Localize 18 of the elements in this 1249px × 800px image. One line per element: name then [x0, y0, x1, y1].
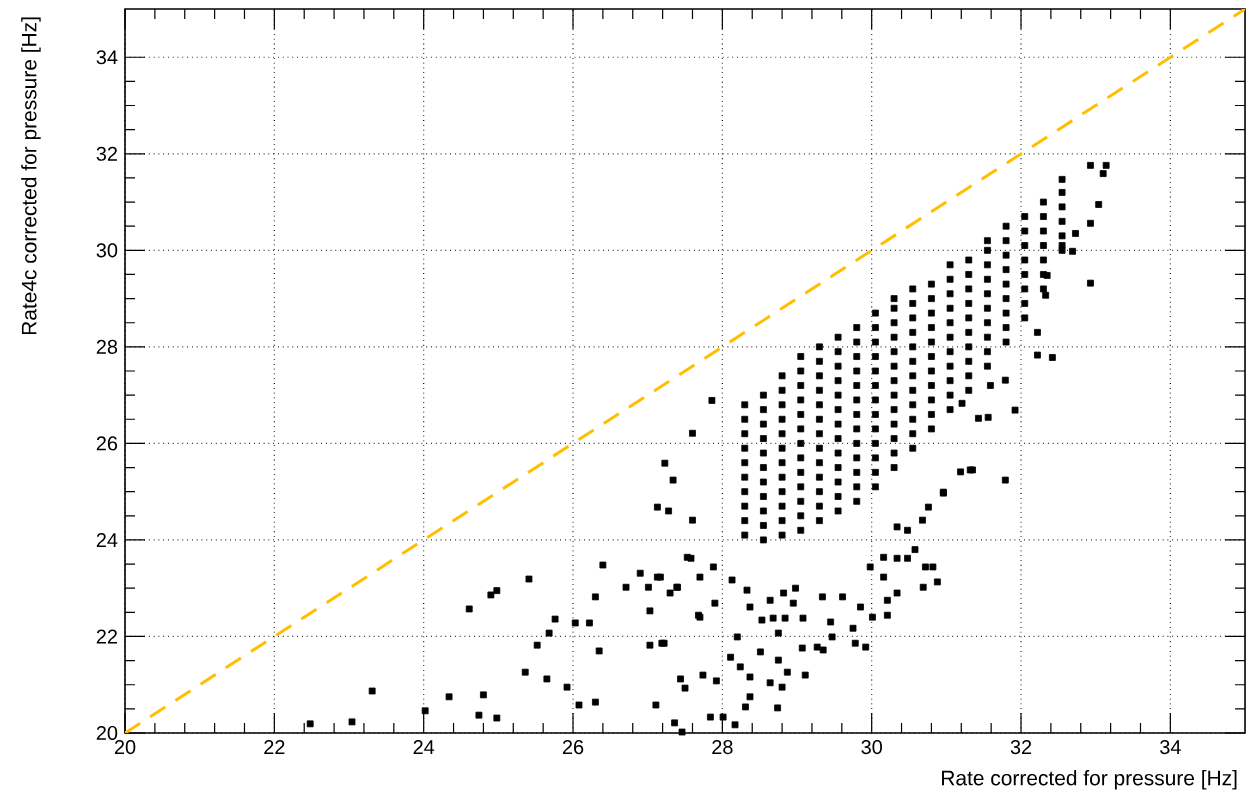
x-tick-label: 20 — [114, 740, 136, 755]
y-tick-label: 20 — [96, 725, 118, 741]
y-axis-title: Rate4c corrected for pressure [Hz] — [21, 17, 41, 335]
x-tick-label: 22 — [264, 740, 285, 754]
y-tick-label: 30 — [96, 243, 118, 258]
x-tick-label: 26 — [562, 740, 584, 755]
x-tick-label: 34 — [1160, 740, 1181, 755]
y-tick-label: 26 — [96, 436, 118, 451]
x-tick-label: 24 — [413, 740, 435, 754]
y-tick-label: 28 — [96, 339, 118, 354]
y-tick-label: 22 — [96, 629, 117, 644]
y-tick-label: 34 — [96, 50, 118, 65]
x-axis-title: Rate corrected for pressure [Hz] — [942, 770, 1237, 790]
y-tick-label: 24 — [96, 532, 118, 547]
x-tick-label: 32 — [1010, 740, 1032, 755]
x-tick-label: 30 — [861, 740, 882, 755]
y-tick-label: 32 — [96, 146, 117, 161]
x-tick-label: 28 — [712, 740, 733, 755]
